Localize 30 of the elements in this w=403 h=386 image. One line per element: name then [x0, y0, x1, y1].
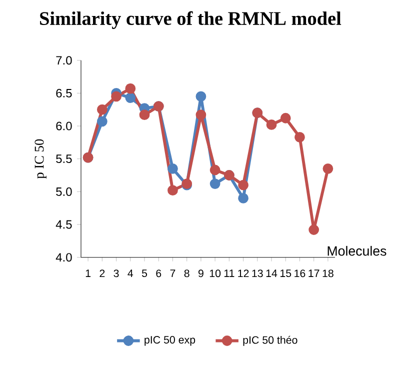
x-tick-label: 14	[266, 270, 278, 277]
x-tick-label: 1	[86, 270, 91, 277]
x-tick-label: 5	[142, 270, 148, 278]
x-tick-label: 8	[184, 270, 190, 278]
y-tick-label: 6.0	[56, 122, 72, 130]
x-tick-label: 4	[128, 270, 134, 277]
x-tick-label: 18	[322, 270, 334, 278]
x-axis-title: Molecules	[328, 246, 386, 256]
x-tick-label: 16	[294, 270, 306, 278]
y-tick-label: 5.0	[56, 187, 72, 196]
y-tick-label: 7.0	[56, 56, 72, 65]
legend-label: pIC 50 exp	[144, 336, 196, 346]
x-tick-label: 17	[308, 270, 320, 277]
x-tick-label: 7	[170, 270, 176, 277]
chart-title: Similarity curve of the RMNL model	[40, 11, 342, 29]
y-tick-label: 6.5	[56, 88, 72, 98]
x-tick-label: 11	[224, 270, 234, 277]
x-tick-label: 15	[280, 270, 292, 278]
x-tick-label: 6	[156, 270, 162, 278]
x-tick-label: 13	[252, 270, 263, 278]
x-tick-label: 3	[114, 270, 119, 278]
y-tick-label: 4.0	[56, 253, 72, 262]
x-tick-label: 10	[210, 270, 221, 278]
y-axis-title: p IC 50	[34, 139, 46, 179]
x-tick-label: 9	[198, 270, 204, 278]
y-tick-label: 5.5	[56, 154, 72, 164]
y-tick-label: 4.5	[56, 220, 72, 229]
legend-label: pIC 50 théo	[243, 336, 298, 346]
x-tick-label: 12	[238, 270, 249, 278]
x-tick-label: 2	[100, 270, 105, 278]
